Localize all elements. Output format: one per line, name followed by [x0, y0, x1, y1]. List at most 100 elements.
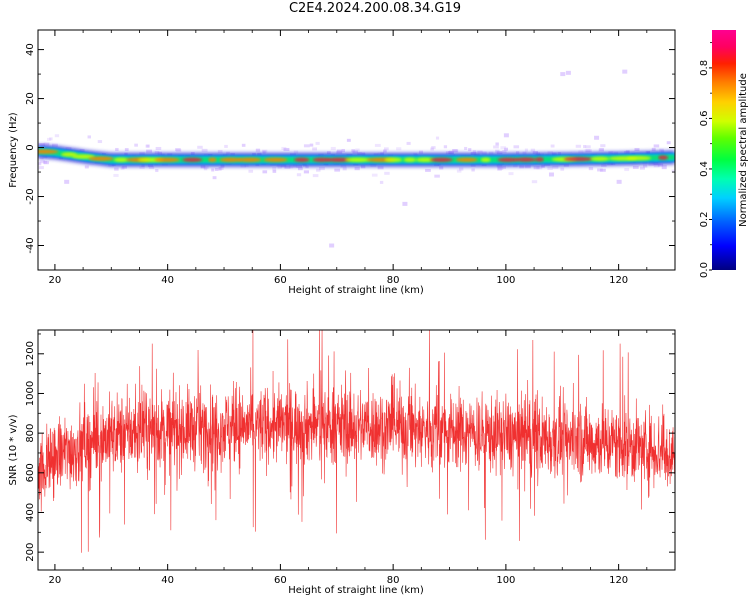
spectrogram-outlier: [560, 72, 566, 77]
colorbar-tick-label: 0.2: [699, 212, 710, 228]
spectrogram-noise-cell: [497, 167, 502, 171]
spectrogram-hotspot: [326, 157, 351, 162]
spectrogram-noise-cell: [255, 148, 261, 152]
spectrogram-noise-cell: [352, 150, 358, 154]
spectrogram-noise-cell: [583, 145, 587, 149]
spectrogram-noise-cell: [445, 151, 452, 155]
snr-ytick-label: 800: [25, 424, 36, 443]
spectrogram-noise-cell: [585, 145, 591, 149]
spectrogram-noise-cell: [384, 171, 390, 175]
spectrogram-xtick-label: 100: [496, 275, 515, 286]
spectrogram-hotspot: [113, 157, 129, 162]
spectrogram-noise-cell: [155, 169, 159, 173]
spectrogram-noise-cell: [533, 166, 540, 170]
spectrogram-noise-cell: [303, 144, 310, 148]
spectrogram-xlabel: Height of straight line (km): [288, 285, 424, 296]
spectrogram-noise-cell: [148, 165, 155, 169]
spectrogram-noise-cell: [316, 168, 321, 172]
spectrogram-noise-cell: [472, 150, 477, 154]
spectrogram-outlier: [661, 165, 667, 170]
spectrogram-outlier: [329, 243, 335, 248]
snr-ytick-label: 1000: [25, 381, 36, 406]
spectrogram-outlier: [548, 172, 554, 177]
colorbar: 0.0 0.2 0.4 0.6 0.8 Normalized spectral ampl…: [699, 30, 749, 278]
snr-frame: [37, 329, 676, 571]
spectrogram-noise-cell: [374, 143, 381, 147]
spectrogram-noise-cell: [435, 136, 440, 140]
spectrogram-noise-cell: [657, 163, 664, 167]
spectrogram-noise-cell: [642, 164, 648, 168]
spectrogram-ytick-label: -40: [25, 237, 36, 253]
spectrogram-noise-cell: [155, 146, 162, 150]
spectrogram-hotspot: [415, 157, 435, 162]
spectrogram-noise-cell: [496, 151, 503, 155]
spectrogram-ytick-label: -20: [25, 188, 36, 204]
spectrogram-noise-cell: [532, 151, 539, 155]
spectrogram-noise-cell: [653, 164, 660, 168]
spectrogram-outlier: [503, 133, 509, 138]
spectrogram-noise-cell: [39, 160, 45, 164]
spectrogram-noise-cell: [157, 151, 163, 155]
spectrogram-noise-cell: [495, 142, 499, 146]
spectrogram-noise-cell: [43, 161, 49, 165]
spectrogram-noise-cell: [284, 165, 291, 169]
spectrogram-noise-cell: [303, 170, 310, 174]
spectrogram-frame: [37, 29, 676, 271]
spectrogram-xtick-label: 120: [609, 275, 628, 286]
spectrogram-noise-cell: [283, 147, 290, 151]
snr-xtick-label: 40: [161, 575, 174, 586]
spectrogram-noise-cell: [326, 151, 331, 155]
spectrogram-noise-cell: [552, 165, 559, 169]
colorbar-label: Normalized spectral amplitude: [738, 73, 749, 227]
spectrogram-panel: 20 40 60 80 100 120 -40 -20 0 20 40 Height of stra…: [8, 29, 676, 296]
spectrogram-noise-cell: [524, 148, 528, 152]
spectrogram-noise-cell: [586, 149, 592, 153]
spectrogram-noise-cell: [504, 147, 508, 151]
spectrogram-noise-cell: [425, 168, 431, 172]
spectrogram-noise-cell: [371, 173, 378, 177]
spectrogram-noise-cell: [502, 149, 507, 153]
spectrogram-hotspot: [429, 157, 453, 162]
spectrogram-noise-cell: [500, 146, 507, 150]
spectrogram-noise-cell: [361, 165, 366, 169]
spectrogram-noise-cell: [530, 148, 536, 152]
spectrogram-hotspot: [38, 149, 59, 154]
spectrogram-noise-cell: [201, 148, 208, 152]
spectrogram-noise-cell: [134, 143, 138, 147]
spectrogram-noise-cell: [434, 174, 440, 178]
spectrogram-hotspot: [514, 157, 537, 162]
spectrogram-hotspot: [563, 156, 593, 162]
spectrogram-noise-cell: [289, 165, 294, 169]
spectrogram-noise-cell: [49, 137, 53, 141]
spectrogram-noise-cell: [653, 144, 660, 148]
spectrogram-outlier: [622, 69, 628, 74]
spectrogram-noise-cell: [330, 146, 336, 150]
spectrogram-noise-cell: [146, 149, 153, 153]
spectrogram-hotspot: [658, 155, 669, 160]
spectrogram-noise-cell: [575, 144, 582, 148]
spectrogram-noise-cell: [87, 135, 91, 139]
spectrogram-noise-cell: [659, 148, 664, 152]
spectrogram-noise-cell: [341, 148, 345, 152]
figure-title: C2E4.2024.200.08.34.G19: [288, 1, 462, 16]
spectrogram-noise-cell: [262, 149, 268, 153]
spectrogram-xtick-label: 60: [274, 275, 287, 286]
snr-ytick-label: 600: [25, 463, 36, 482]
spectrogram-noise-cell: [293, 150, 299, 154]
spectrogram-noise-cell: [598, 148, 604, 152]
spectrogram-noise-cell: [471, 168, 475, 172]
spectrogram-noise-cell: [175, 148, 181, 152]
colorbar-tick-label: 0.8: [699, 60, 710, 76]
spectrogram-noise-cell: [547, 166, 553, 170]
spectrogram-hotspot: [535, 157, 544, 162]
spectrogram-noise-cell: [477, 150, 483, 154]
snr-ticks: 20 40 60 80 100 120 200 400 600 800 1000 1200: [25, 330, 676, 586]
spectrogram-noise-cell: [84, 165, 89, 169]
snr-ytick-label: 400: [25, 503, 36, 522]
spectrogram-noise-cell: [666, 141, 671, 145]
spectrogram-noise-cell: [355, 148, 360, 152]
spectrogram-noise-cell: [588, 167, 594, 171]
spectrogram-noise-cell: [312, 147, 318, 151]
spectrogram-noise-cell: [651, 148, 656, 152]
spectrogram-noise-cell: [584, 149, 591, 153]
